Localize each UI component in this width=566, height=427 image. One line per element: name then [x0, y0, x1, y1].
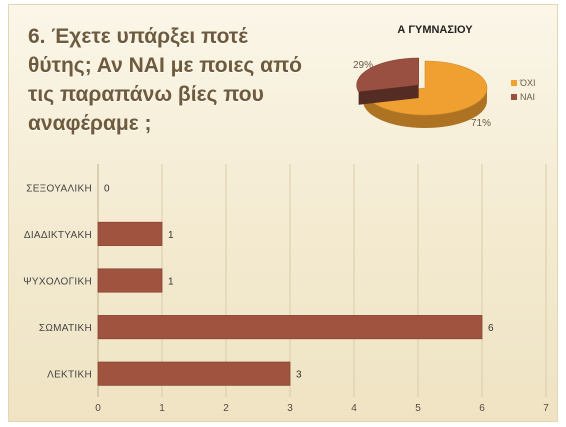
x-tick-label: 5: [415, 403, 421, 414]
data-label: 1: [168, 230, 174, 241]
data-label: 6: [488, 323, 494, 334]
bar: [97, 315, 483, 340]
pie-legend-label-nai: ΝΑΙ: [520, 92, 535, 102]
pie-label-nai: 29%: [353, 60, 373, 71]
pie-legend-label-oxi: ΌΧΙ: [519, 78, 535, 88]
category-label: ΣΩΜΑΤΙΚΗ: [39, 323, 92, 334]
pie-legend-swatch-oxi: [511, 80, 517, 86]
bar: [97, 268, 163, 293]
pie-slice-nai: [356, 57, 419, 93]
bar-chart: 0 1 2 3 4 5 6 7 ΣΕΞΟΥΑΛΙΚΗ 0 ΔΙΑΔΙΚΤΥΑΚΗ 1 ΨΥΧΟΛΟΓΙΚ…: [23, 164, 549, 414]
x-tick-label: 1: [159, 403, 165, 414]
pie-slice-oxi: [364, 60, 488, 116]
pie-title: Α ΓΥΜΝΑΣΙΟΥ: [397, 24, 473, 36]
x-tick-label: 4: [351, 403, 357, 414]
pie-slice-oxi-side: [363, 88, 487, 128]
pie-label-oxi: 71%: [471, 118, 491, 129]
x-tick-label: 0: [95, 403, 101, 414]
data-label: 1: [168, 277, 174, 288]
x-tick-label: 7: [543, 403, 549, 414]
pie-slice-nai-wall: [358, 85, 419, 105]
pie-chart: Α ΓΥΜΝΑΣΙΟΥ 29% 71% ΌΧΙ ΝΑΙ: [353, 24, 535, 129]
data-label: 0: [104, 183, 110, 194]
x-tick-label: 6: [479, 403, 485, 414]
category-label: ΣΕΞΟΥΑΛΙΚΗ: [26, 183, 92, 194]
x-tick-label: 2: [223, 403, 229, 414]
bar: [97, 361, 291, 386]
data-label: 3: [296, 370, 302, 381]
category-label: ΨΥΧΟΛΟΓΙΚΗ: [23, 277, 92, 288]
category-label: ΛΕΚΤΙΚΗ: [47, 370, 92, 381]
category-label: ΔΙΑΔΙΚΤΥΑΚΗ: [24, 230, 92, 241]
bar: [97, 221, 163, 246]
question-title: 6. Έχετε υπάρξει ποτέ θύτης; Αν ΝΑΙ με π…: [28, 25, 302, 135]
x-tick-label: 3: [287, 403, 293, 414]
pie-legend-swatch-nai: [511, 94, 517, 100]
